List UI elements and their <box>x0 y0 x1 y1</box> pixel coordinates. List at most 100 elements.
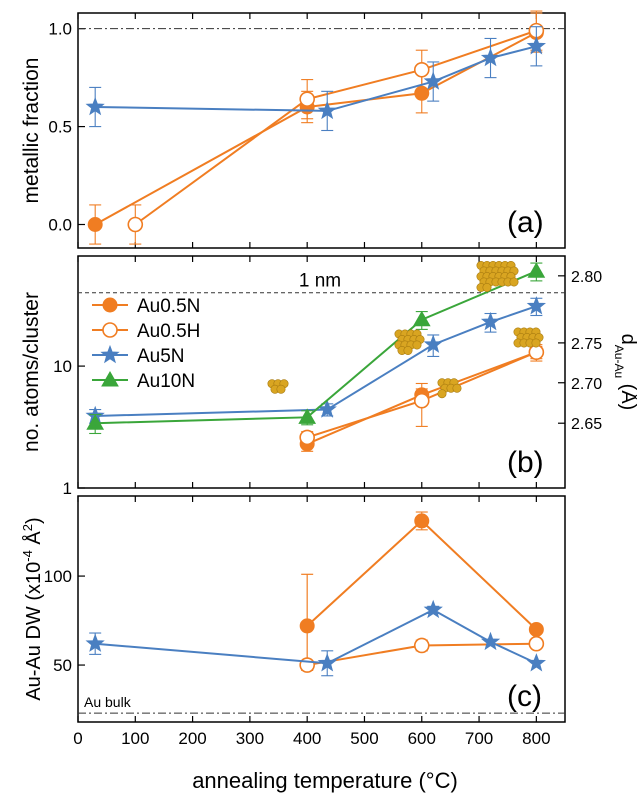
data-point <box>528 621 544 637</box>
series-line <box>94 31 537 226</box>
right-y-tick-label: 2.70 <box>571 376 602 393</box>
x-axis-label: annealing temperature (°C) <box>192 768 458 793</box>
series-Au0.5H <box>299 344 545 446</box>
data-point <box>423 599 443 619</box>
data-point <box>299 657 315 673</box>
legend-marker <box>100 344 120 364</box>
data-point <box>86 414 105 430</box>
cluster-atom <box>531 338 541 348</box>
data-point <box>526 296 546 315</box>
y-axis-label-part: ) <box>23 517 45 524</box>
x-tick-label: 700 <box>465 729 493 748</box>
x-tick-label: 400 <box>293 729 321 748</box>
data-point <box>413 392 430 409</box>
series-Au0.5H <box>299 635 545 673</box>
y-axis-label: no. atoms/cluster <box>20 292 43 452</box>
panel-a: 0.0 0.5 1.0 metallic fraction (a) <box>20 10 566 249</box>
legend-marker <box>102 297 118 313</box>
right-axis-label-part: (Å) <box>617 378 637 410</box>
y-axis-label-part: Å <box>22 531 45 551</box>
cluster-atom <box>403 345 413 355</box>
x-tick-label: 800 <box>522 729 550 748</box>
data-point <box>85 633 105 652</box>
cluster-atom <box>509 277 519 287</box>
x-tick-label: 600 <box>408 729 436 748</box>
data-point <box>413 61 430 78</box>
cluster-atom <box>437 389 447 399</box>
series-Au5N <box>85 26 546 132</box>
panels: 0.0 0.5 1.0 metallic fraction (a) 1 10 1 nm no. … <box>20 10 637 748</box>
reference-line-label: Au bulk <box>84 694 132 710</box>
series-line <box>95 270 537 425</box>
series-line <box>134 29 537 226</box>
cluster-image <box>513 327 544 348</box>
data-point <box>480 631 501 651</box>
data-point <box>127 216 144 233</box>
right-y-tick-label: 2.75 <box>571 336 602 353</box>
reference-line-label: 1 nm <box>299 271 341 292</box>
right-axis-label-part: Au-Au <box>612 345 626 378</box>
cluster-image <box>476 260 519 292</box>
legend-marker <box>101 370 119 387</box>
cluster-image <box>394 329 425 355</box>
data-point <box>85 96 105 116</box>
data-point <box>87 217 103 232</box>
y-tick-label: 10 <box>53 357 72 376</box>
panel-c: 0 100 200 300 400 500 600 700 800 50 100 Au bulk Au-… <box>20 495 566 748</box>
data-point <box>412 310 431 327</box>
right-axis-label-part: d <box>617 334 637 345</box>
y-axis-label-part: 2 <box>20 524 35 531</box>
plot-frame <box>77 495 566 723</box>
x-tick-label: 500 <box>350 729 378 748</box>
cluster-atom <box>482 282 492 292</box>
panel-label: (b) <box>507 446 544 479</box>
data-point <box>317 100 337 120</box>
data-point <box>299 618 315 634</box>
right-y-tick-label: 2.65 <box>571 416 602 433</box>
legend-label: Au0.5N <box>137 296 200 317</box>
y-tick-label: 100 <box>44 567 72 586</box>
series-Au5N <box>85 599 546 677</box>
x-tick-label: 0 <box>73 729 82 748</box>
data-point <box>526 653 546 672</box>
legend-label: Au0.5H <box>137 321 200 342</box>
panel-label: (c) <box>507 680 542 713</box>
x-tick-label: 100 <box>121 729 149 748</box>
x-tick-label: 200 <box>178 729 206 748</box>
y-tick-label: 50 <box>53 656 72 675</box>
cluster-image <box>437 378 462 399</box>
data-point <box>526 36 546 55</box>
y-axis-label-part: -4 <box>20 550 35 562</box>
data-point <box>299 91 315 107</box>
right-y-tick-label: 2.80 <box>571 269 602 286</box>
legend-label: Au5N <box>137 346 185 367</box>
y-tick-label: 1 <box>63 479 72 498</box>
cluster-image <box>267 379 289 394</box>
data-point <box>298 408 317 424</box>
cluster-atom <box>276 384 286 394</box>
data-point <box>528 635 545 652</box>
data-point <box>480 311 501 331</box>
y-tick-label: 1.0 <box>48 20 72 39</box>
data-point <box>423 334 443 353</box>
y-axis-label: Au-Au DW (x10-4 Å2) <box>20 517 45 700</box>
panel-b: 1 10 1 nm no. atoms/cluster (b) 2.65 2.70 2.75 2… <box>20 255 637 498</box>
data-point <box>317 653 337 672</box>
x-tick-label: 300 <box>236 729 264 748</box>
y-axis-label-part: Au-Au DW (x10 <box>23 562 45 701</box>
cluster-atom <box>412 340 422 350</box>
y-axis-label: metallic fraction <box>20 58 43 204</box>
legend-label: Au10N <box>137 371 195 392</box>
data-point <box>414 513 430 529</box>
right-axis-label: dAu-Au (Å) <box>612 334 637 411</box>
series-Au0.5N <box>299 511 544 637</box>
panel-label: (a) <box>507 206 544 239</box>
data-point <box>480 47 501 67</box>
data-point <box>413 637 430 654</box>
legend: Au0.5N Au0.5H Au5N Au10N <box>92 296 200 392</box>
legend-marker <box>102 322 118 338</box>
y-tick-label: 0.5 <box>48 118 72 137</box>
series-line <box>95 45 537 112</box>
data-point <box>423 71 443 90</box>
